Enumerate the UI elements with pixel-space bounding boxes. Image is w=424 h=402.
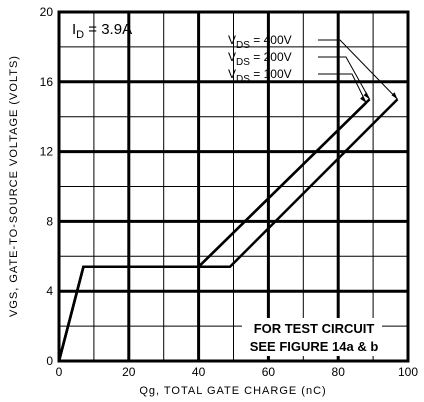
callout-arrowhead (391, 92, 398, 100)
y-tick-label: 4 (46, 284, 53, 298)
x-tick-label: 60 (262, 365, 276, 379)
y-tick-label: 0 (46, 354, 53, 368)
drain-current-annotation: ID = 3.9A (72, 21, 132, 41)
x-tick-label: 20 (122, 365, 136, 379)
y-tick-label: 20 (40, 5, 54, 19)
callout-arrowhead (360, 95, 367, 103)
x-tick-label: 100 (398, 365, 418, 379)
callout-leader (318, 73, 367, 103)
tick-labels: 0 20 40 60 80 100 0 4 8 12 16 20 (40, 5, 419, 379)
curve-vds-400v (57, 98, 399, 362)
y-tick-label: 16 (40, 75, 54, 89)
note-line-1: FOR TEST CIRCUIT (254, 321, 375, 336)
callout-arrowhead (363, 92, 370, 100)
grid (59, 12, 408, 361)
y-tick-label: 8 (46, 214, 53, 228)
curves (57, 98, 399, 362)
note-box (242, 318, 382, 356)
curve-label: VDS = 100V (228, 67, 292, 85)
y-axis-title: VGS, GATE-TO-SOURCE VOLTAGE (VOLTS) (8, 55, 20, 317)
x-tick-label: 0 (56, 365, 63, 379)
plot-frame (57, 10, 410, 363)
y-tick-label: 12 (40, 145, 54, 159)
note-line-2: SEE FIGURE 14a & b (250, 339, 379, 354)
x-axis-title: Qg, TOTAL GATE CHARGE (nC) (139, 385, 326, 397)
callout-leader (318, 39, 398, 100)
callout-leader (318, 56, 371, 100)
curve-label: VDS = 400V (228, 33, 292, 51)
x-tick-label: 80 (332, 365, 346, 379)
curve-label: VDS = 200V (228, 50, 292, 68)
x-tick-label: 40 (192, 365, 206, 379)
